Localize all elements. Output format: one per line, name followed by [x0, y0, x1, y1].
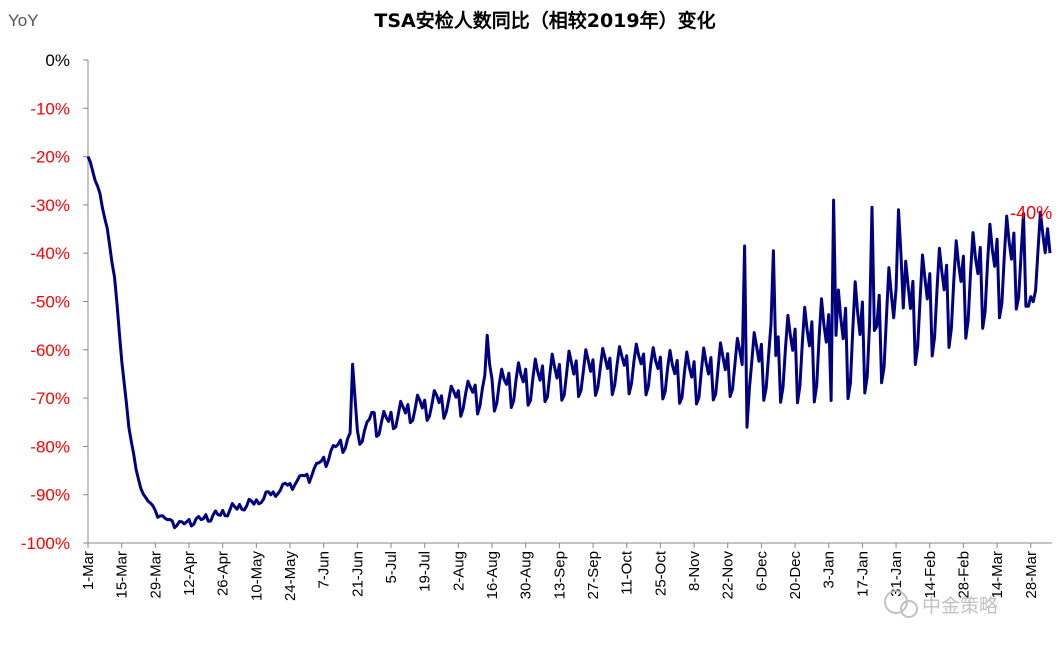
- y-tick-label: -80%: [30, 437, 70, 456]
- x-tick-label: 14-Feb: [922, 551, 939, 599]
- y-tick-label: -100%: [21, 534, 70, 553]
- x-tick-label: 30-Aug: [518, 551, 535, 599]
- x-tick-label: 10-May: [248, 551, 265, 602]
- x-tick-label: 14-Mar: [989, 551, 1006, 599]
- x-tick-label: 27-Sep: [585, 551, 602, 599]
- x-tick-label: 1-Mar: [80, 551, 97, 590]
- x-tick-label: 3-Jan: [821, 551, 838, 589]
- y-tick-label: -70%: [30, 389, 70, 408]
- x-tick-label: 15-Mar: [114, 551, 131, 599]
- x-tick-label: 17-Jan: [854, 551, 871, 597]
- x-tick-label: 16-Aug: [484, 551, 501, 599]
- chart-title: TSA安检人数同比（相较2019年）变化: [374, 9, 715, 32]
- y-tick-label: -10%: [30, 99, 70, 118]
- y-tick-label: -50%: [30, 293, 70, 312]
- x-tick-label: 13-Sep: [551, 551, 568, 599]
- y-tick-label: -90%: [30, 486, 70, 505]
- y-tick-label: -60%: [30, 341, 70, 360]
- y-tick-label: 0%: [45, 51, 70, 70]
- series-line-tsa-yoy: [86, 156, 1052, 530]
- x-tick-label: 7-Jun: [316, 551, 333, 589]
- y-axis-ticks: 0% -10% -20% -30% -40% -50% -60% -70% -80% -90% -1…: [21, 51, 88, 553]
- x-tick-label: 19-Jul: [417, 551, 434, 592]
- annotation-latest-value: -40%: [1010, 203, 1052, 223]
- x-tick-label: 8-Nov: [686, 551, 703, 592]
- y-axis-label: YoY: [8, 11, 39, 30]
- x-tick-label: 12-Apr: [181, 551, 198, 596]
- x-tick-label: 6-Dec: [753, 551, 770, 592]
- x-tick-label: 20-Dec: [787, 551, 804, 600]
- watermark-text: 中金策略: [922, 595, 998, 617]
- x-tick-label: 21-Jun: [349, 551, 366, 597]
- x-tick-label: 31-Jan: [888, 551, 905, 597]
- x-tick-label: 24-May: [282, 551, 299, 602]
- watermark: 中金策略: [884, 590, 998, 618]
- wechat-icon: [884, 590, 918, 618]
- x-tick-label: 26-Apr: [215, 551, 232, 596]
- x-tick-label: 25-Oct: [652, 550, 669, 596]
- x-tick-label: 5-Jul: [383, 551, 400, 584]
- y-tick-label: -40%: [30, 244, 70, 263]
- y-tick-label: -20%: [30, 148, 70, 167]
- x-tick-label: 28-Feb: [955, 551, 972, 599]
- y-tick-label: -30%: [30, 196, 70, 215]
- x-tick-label: 29-Mar: [147, 551, 164, 599]
- x-tick-label: 22-Nov: [720, 551, 737, 600]
- x-axis-ticks: 1-Mar 15-Mar 29-Mar 12-Apr 26-Apr 10-May 24-Ma…: [80, 543, 1040, 601]
- x-tick-label: 2-Aug: [450, 551, 467, 591]
- x-tick-label: 28-Mar: [1023, 551, 1040, 599]
- x-tick-label: 11-Oct: [619, 550, 636, 595]
